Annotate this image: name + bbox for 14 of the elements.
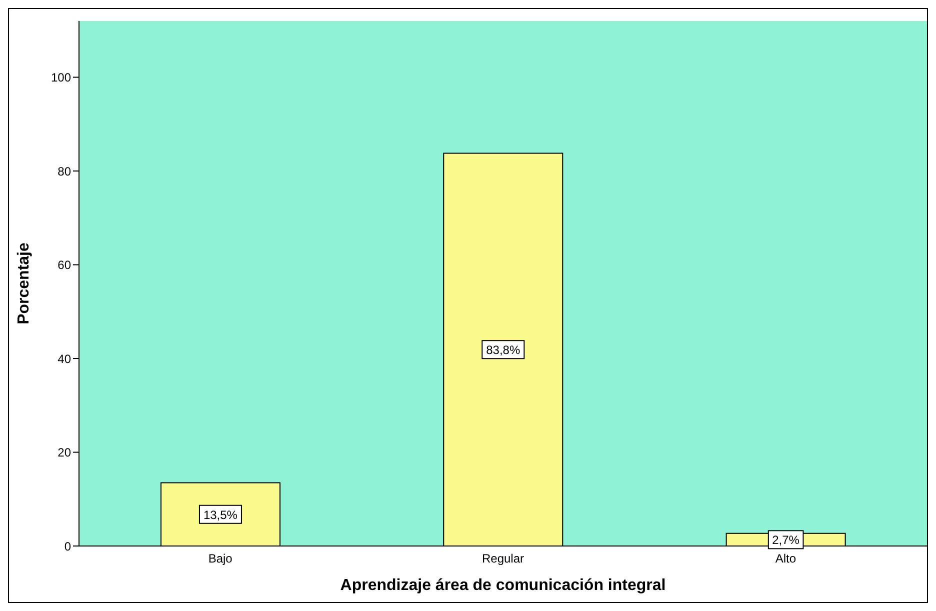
data-label: 83,8%	[486, 343, 520, 358]
data-label: 13,5%	[203, 508, 238, 522]
y-tick-label: 40	[58, 352, 72, 366]
y-tick-label: 80	[58, 164, 72, 178]
y-axis-title: Porcentaje	[16, 242, 33, 324]
x-tick-label: Regular	[482, 552, 524, 566]
y-tick-label: 60	[58, 258, 72, 272]
x-tick-label: Bajo	[208, 552, 233, 566]
data-label: 2,7%	[772, 533, 800, 548]
x-axis-title: Aprendizaje área de comunicación integral	[340, 577, 666, 594]
y-tick-label: 0	[64, 539, 72, 554]
y-tick-label: 20	[58, 446, 72, 460]
x-tick-label: Alto	[775, 552, 796, 566]
y-tick-label: 100	[50, 70, 72, 85]
